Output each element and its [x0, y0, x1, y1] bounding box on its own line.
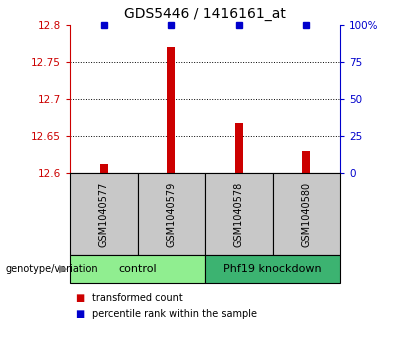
Bar	[100, 164, 108, 173]
Text: GSM1040577: GSM1040577	[99, 181, 109, 247]
Bar	[70, 173, 137, 255]
Bar	[302, 151, 310, 173]
Text: ■: ■	[75, 309, 84, 319]
Bar	[205, 255, 340, 283]
Title: GDS5446 / 1416161_at: GDS5446 / 1416161_at	[124, 7, 286, 21]
Text: GSM1040579: GSM1040579	[166, 182, 176, 246]
Bar	[137, 173, 205, 255]
Text: percentile rank within the sample: percentile rank within the sample	[92, 309, 257, 319]
Bar	[70, 255, 205, 283]
Bar	[235, 123, 243, 173]
Bar	[205, 173, 273, 255]
Bar	[273, 173, 340, 255]
Text: transformed count: transformed count	[92, 293, 183, 303]
Text: Phf19 knockdown: Phf19 knockdown	[223, 264, 322, 274]
Bar	[167, 47, 175, 173]
Text: genotype/variation: genotype/variation	[5, 264, 97, 274]
Text: ■: ■	[75, 293, 84, 303]
Text: GSM1040578: GSM1040578	[234, 182, 244, 246]
Text: ▶: ▶	[58, 264, 67, 274]
Text: control: control	[118, 264, 157, 274]
Text: GSM1040580: GSM1040580	[301, 182, 311, 246]
